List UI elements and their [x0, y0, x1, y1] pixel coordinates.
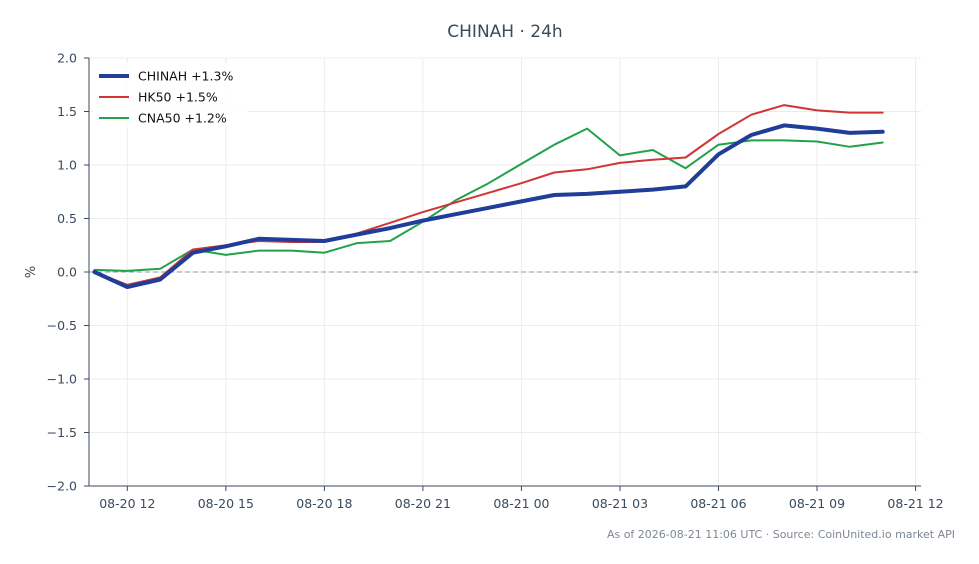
y-tick-label: −2.0 [47, 479, 77, 494]
x-tick-label: 08-21 03 [592, 496, 648, 511]
x-tick-label: 08-21 06 [690, 496, 746, 511]
y-axis-label: % [24, 266, 39, 278]
y-tick-label: 1.5 [57, 104, 77, 119]
x-tick-label: 08-21 12 [887, 496, 943, 511]
y-tick-label: 0.0 [57, 265, 77, 280]
series-line-chinah [92, 123, 885, 289]
legend: CHINAH +1.3% HK50 +1.5% CNA50 +1.2% [93, 63, 248, 127]
source-footer: As of 2026-08-21 11:06 UTC · Source: Coi… [607, 528, 955, 541]
legend-box [93, 63, 248, 127]
x-ticks: 08-20 12 08-20 15 08-20 18 08-20 21 08-21 00… [99, 486, 944, 511]
legend-label: CHINAH +1.3% [138, 69, 233, 84]
x-tick-label: 08-20 12 [99, 496, 155, 511]
y-tick-label: 2.0 [57, 51, 77, 66]
x-tick-label: 08-21 09 [789, 496, 845, 511]
x-tick-label: 08-20 15 [198, 496, 254, 511]
x-tick-label: 08-20 21 [395, 496, 451, 511]
y-ticks: −2.0 −1.5 −1.0 −0.5 0.0 0.5 1.0 1.5 2.0 [47, 51, 89, 494]
y-tick-label: −1.5 [47, 425, 77, 440]
series-line-cna50 [93, 127, 884, 272]
legend-label: HK50 +1.5% [138, 90, 218, 105]
chart-title: CHINAH · 24h [447, 22, 562, 42]
x-tick-label: 08-21 00 [493, 496, 549, 511]
y-tick-label: 1.0 [57, 158, 77, 173]
x-tick-label: 08-20 18 [296, 496, 352, 511]
y-tick-label: 0.5 [57, 211, 77, 226]
y-tick-label: −1.0 [47, 372, 77, 387]
legend-label: CNA50 +1.2% [138, 111, 227, 126]
y-tick-label: −0.5 [47, 318, 77, 333]
series-lines [92, 104, 885, 289]
